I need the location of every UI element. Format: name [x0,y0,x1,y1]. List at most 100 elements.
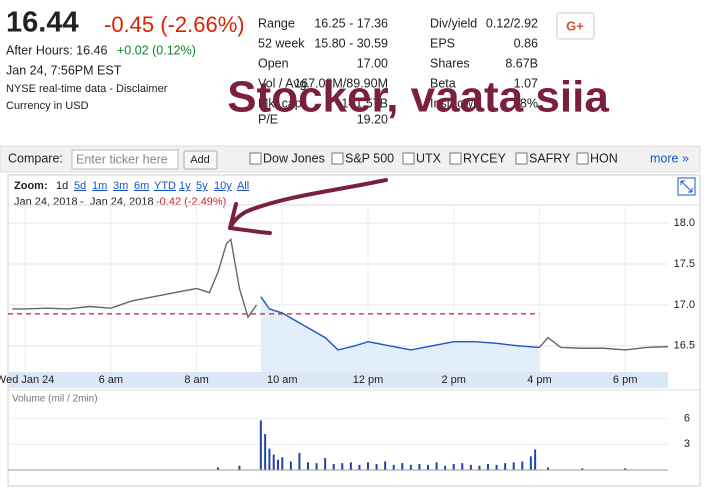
volume-bar [272,454,275,470]
volume-bar [289,461,292,470]
price-change: -0.45 (-2.66%) [104,12,245,37]
stat-value: 17.00 [357,56,388,70]
price-line [12,237,258,319]
chart-box [7,174,701,487]
price-line [538,336,669,351]
volume-label: Volume (mil / 2min) [12,394,98,405]
volume-bar [238,465,241,470]
volume-bar [268,448,271,470]
x-tick-label: 6 am [99,374,123,386]
zoom-option[interactable]: All [237,180,249,192]
stat-value: 15.80 - 30.59 [314,36,388,50]
ticker-placeholder: Enter ticker here [76,152,168,166]
timestamp: Jan 24, 7:56PM EST [6,63,122,77]
zoom-option[interactable]: 1m [92,180,107,192]
volume-bar [469,464,472,470]
zoom-option[interactable]: 6m [134,180,149,192]
compare-option: UTX [416,151,442,165]
stat-label: 52 week [258,36,305,50]
volume-bar [427,464,429,470]
volume-bar [534,449,537,470]
add-label: Add [190,154,210,166]
volume-bar [547,467,549,470]
volume-bar [401,463,404,470]
volume-bar [521,461,524,470]
stat-value: 0.12/2.92 [486,16,538,30]
range-sep: - [80,196,84,208]
zoom-option[interactable]: 1y [179,180,191,192]
y-tick-label: 17.5 [674,258,695,270]
checkbox[interactable] [576,152,589,165]
stat-value: 8.67B [505,56,538,70]
range-start: Jan 24, 2018 [14,196,78,208]
ticker-input[interactable] [71,149,179,170]
stats: Range 16.25 - 17.36 52 week 15.80 - 30.59 Op… [258,16,538,126]
compare-option: SAFRY [529,151,571,165]
volume-bar [495,464,498,470]
zoom-option[interactable]: YTD [154,180,176,192]
volume-bar [392,464,395,470]
checkbox[interactable] [449,152,462,165]
stat-value: 141.57B [341,96,388,110]
volume-bar [264,434,267,470]
volume-bar [298,452,301,470]
stat-label: Range [258,16,295,30]
volume-bar [529,456,532,470]
checkbox[interactable] [249,152,262,165]
volume-bar [281,457,284,470]
x-axis-band [8,372,668,388]
more-link[interactable]: more » [650,151,689,165]
stat-label: Beta [430,76,456,90]
checkbox[interactable] [402,152,415,165]
annotation-arrow [228,178,388,235]
y-tick-label: 16.5 [674,340,695,352]
zoom-option[interactable]: 1d [56,180,68,192]
volume-bar [332,464,335,470]
volume-bar [444,465,447,470]
checkbox[interactable] [331,152,344,165]
stat-label: Shares [430,56,470,70]
y-tick-label: 17.0 [674,299,695,311]
stat-label: Vol / Avg. [258,76,310,90]
volume-bar [324,458,327,470]
stat-value: 16.25 - 17.36 [314,16,388,30]
zoom-option[interactable]: 5d [74,180,86,192]
zoom-label: Zoom: [14,180,48,192]
stat-value: 167.02M/89.90M [294,76,388,90]
x-tick-label: 4 pm [527,374,551,386]
stat-label: Inst. own [430,96,480,110]
stat-label: EPS [430,36,455,50]
expand-arrow [680,180,693,193]
add-button[interactable] [183,150,218,170]
x-tick-label: 2 pm [441,374,465,386]
volume-bar [384,461,387,470]
plot: 18.0 17.5 17.0 16.5 Wed Jan 24 6 am 8 am 10 am 1… [0,204,700,471]
zoom-option[interactable]: 10y [214,180,232,192]
currency: Currency in USD [6,100,89,112]
source[interactable]: NYSE real-time data - Disclaimer [6,83,168,95]
zoom-options: 1d 5d 1m 3m 6m YTD 1y 5y 10y All [56,180,249,192]
compare-option: Dow Jones [263,151,325,165]
zoom-option[interactable]: 3m [113,180,128,192]
x-tick-label: Wed Jan 24 [0,374,54,386]
price-line [260,296,540,351]
y-tick-label: 18.0 [674,217,695,229]
volume-bar [307,462,309,470]
overlay-text: Stocker, vaata siia [227,73,609,122]
volume-bar [358,464,361,470]
x-tick-label: 8 am [184,374,208,386]
volume-bar [277,459,279,470]
volume-bar [259,420,262,470]
volume-bar [461,463,464,470]
volume-bar [435,462,438,470]
stat-value: 58% [513,96,538,110]
checkbox[interactable] [515,152,528,165]
volume-bar [512,462,515,470]
compare-options: Dow Jones S&P 500 UTX RYCEY SAFRY HON [249,151,618,165]
volume-tick-label: 3 [684,438,690,450]
share-button[interactable] [556,12,595,40]
zoom-option[interactable]: 5y [196,180,208,192]
stat-value: 19.20 [357,112,388,126]
volume-bar [367,462,369,470]
